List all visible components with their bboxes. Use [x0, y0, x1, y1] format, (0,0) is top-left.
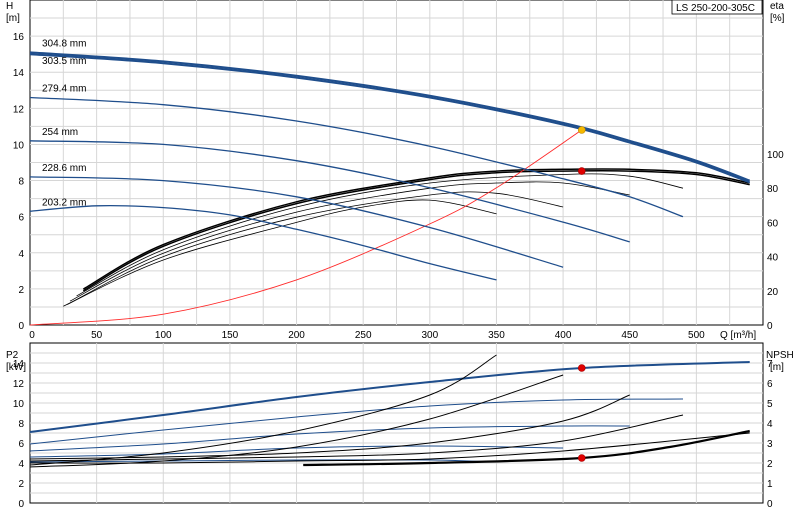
bottom-right-tick-label: 6 — [767, 379, 773, 390]
system-curve — [29, 129, 582, 326]
head-curve-label: 304.8 mm — [42, 38, 86, 49]
bottom-left-tick-label: 12 — [13, 379, 25, 390]
head-curve-label: 203.2 mm — [42, 197, 86, 208]
top-right-tick-label: 20 — [767, 287, 779, 298]
top-left-tick-label: 16 — [13, 32, 25, 43]
head-efficiency-chart: 0 2 4 6 8 10 12 14 16 0 20 40 60 80 100 0 50 100 150 200 250… — [13, 0, 784, 341]
efficiency-curve — [82, 168, 750, 290]
top-left-tick-label: 2 — [18, 285, 24, 296]
head-curve-label: 279.4 mm — [42, 84, 86, 95]
bottom-left-tick-label: 8 — [18, 419, 24, 430]
x-tick-label: 200 — [288, 330, 305, 341]
head-curve — [29, 140, 630, 243]
x-axis-label: Q [m³/h] — [720, 330, 756, 341]
bottom-right-tick-label: 0 — [767, 499, 773, 510]
bottom-left-tick-label: 6 — [18, 439, 24, 450]
npsh-curve — [29, 394, 630, 460]
operating-point — [577, 454, 586, 462]
power-curve — [29, 445, 564, 458]
x-tick-label: 400 — [555, 330, 572, 341]
bottom-left-axis-label-2: [kW] — [6, 362, 26, 373]
bottom-right-tick-label: 5 — [767, 399, 773, 410]
x-tick-label: 350 — [488, 330, 505, 341]
operating-point — [577, 126, 586, 134]
top-left-axis-label-2: [m] — [6, 13, 20, 24]
bottom-right-tick-label: 7 — [767, 359, 773, 370]
x-tick-label: 150 — [222, 330, 239, 341]
top-left-tick-label: 6 — [18, 213, 24, 224]
head-curve-label: 254 mm — [42, 127, 78, 138]
bottom-left-tick-label: 4 — [18, 459, 24, 470]
bottom-left-tick-label: 10 — [13, 399, 25, 410]
bottom-right-tick-label: 1 — [767, 479, 773, 490]
efficiency-curve — [67, 191, 564, 305]
efficiency-curve — [82, 170, 750, 292]
efficiency-curve — [63, 199, 497, 307]
top-right-tick-label: 0 — [767, 321, 773, 332]
chart-title-box: LS 250-200-305C — [671, 0, 763, 15]
bottom-left-tick-label: 2 — [18, 479, 24, 490]
top-right-tick-label: 40 — [767, 253, 779, 264]
bottom-right-axis-label-2: [m] — [770, 362, 784, 373]
top-right-tick-label: 60 — [767, 218, 779, 229]
x-tick-label: 250 — [355, 330, 372, 341]
top-left-tick-label: 0 — [18, 321, 24, 332]
npsh-curve — [29, 414, 684, 462]
chart-title: LS 250-200-305C — [676, 3, 755, 14]
top-right-tick-label: 100 — [767, 150, 784, 161]
bottom-right-axis-label-1: NPSH — [766, 350, 794, 361]
head-curve — [29, 96, 684, 218]
x-tick-label: 450 — [621, 330, 638, 341]
x-tick-label: 0 — [29, 330, 35, 341]
bottom-left-axis-label-1: P2 — [6, 350, 19, 361]
power-curve — [29, 425, 630, 452]
efficiency-curve — [69, 181, 630, 302]
efficiency-curve — [76, 173, 684, 297]
power-curve — [29, 361, 750, 433]
head-curve — [29, 176, 564, 268]
npsh-curve — [29, 432, 750, 464]
bottom-right-tick-label: 4 — [767, 419, 773, 430]
bottom-left-tick-label: 0 — [18, 499, 24, 510]
bottom-right-tick-label: 2 — [767, 459, 773, 470]
x-tick-label: 300 — [421, 330, 438, 341]
x-tick-label: 500 — [688, 330, 705, 341]
power-curve — [29, 398, 684, 445]
head-curve-label: 303.5 mm — [42, 56, 86, 67]
head-curve-label: 228.6 mm — [42, 163, 86, 174]
x-tick-label: 100 — [155, 330, 172, 341]
top-left-tick-label: 4 — [18, 249, 24, 260]
top-right-axis-label-1: eta — [770, 1, 784, 12]
top-left-axis-label-1: H — [6, 1, 13, 12]
head-curve — [29, 53, 751, 184]
bottom-left-tick-label: 14 — [13, 359, 25, 370]
top-right-axis-label-2: [%] — [770, 13, 785, 24]
npsh-curve — [303, 429, 750, 467]
x-tick-label: 50 — [91, 330, 103, 341]
power-curve — [29, 459, 497, 463]
top-left-tick-label: 14 — [13, 68, 25, 79]
head-curve — [29, 204, 497, 281]
top-left-tick-label: 12 — [13, 104, 25, 115]
bottom-right-tick-label: 3 — [767, 439, 773, 450]
top-left-tick-label: 10 — [13, 140, 25, 151]
top-left-tick-label: 8 — [18, 177, 24, 188]
operating-point — [577, 167, 586, 175]
head-curve — [29, 51, 751, 182]
top-right-tick-label: 80 — [767, 184, 779, 195]
operating-point — [577, 364, 586, 372]
